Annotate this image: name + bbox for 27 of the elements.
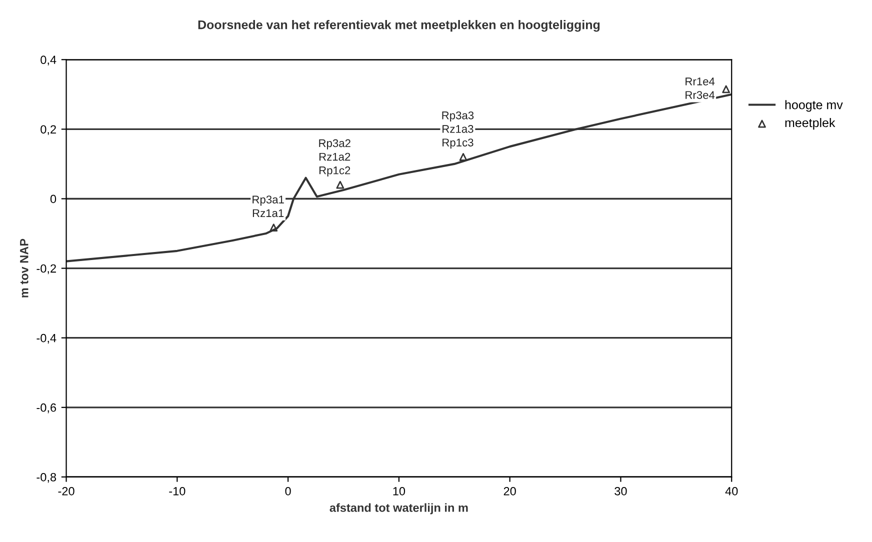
annotation: Rp3a2 Rz1a2 Rp1c2 (319, 139, 350, 176)
y-tick-label: 0,2 (40, 125, 56, 135)
y-axis-title: m tov NAP (20, 238, 28, 298)
y-tick-label: 0,4 (40, 56, 56, 66)
x-tick-label: -10 (169, 486, 186, 496)
x-tick-label: -20 (58, 486, 74, 496)
x-tick-label: 10 (393, 486, 406, 496)
y-tick-label: -0,6 (36, 403, 56, 414)
x-tick-label: 30 (614, 486, 627, 496)
point (336, 180, 344, 189)
annotation: Rp3a1 Rz1a1 (252, 196, 284, 218)
x-axis-title: afstand tot waterlijn in m (330, 503, 468, 514)
point (270, 224, 278, 232)
point (722, 85, 730, 94)
y-tick-label: 0 (50, 194, 56, 204)
y-tick-label: -0,4 (36, 334, 56, 344)
legend-label: hoogte mv (785, 100, 843, 112)
legend-label: meetplek (785, 118, 836, 130)
chart-title: Doorsnede van het referentievak met meetplekken en hoogteligging (198, 20, 600, 32)
annotation: Rp3a3 Rz1a3 Rp1c3 (442, 111, 474, 149)
y-tick-label: -0,8 (36, 472, 56, 483)
annotation: Rr1e4 Rr3e4 (686, 78, 715, 99)
y-tick-label: -0,2 (36, 264, 56, 274)
x-tick-label: 0 (285, 486, 291, 496)
x-tick-label: 40 (725, 486, 738, 496)
x-tick-label: 20 (504, 486, 516, 496)
point (459, 153, 468, 161)
